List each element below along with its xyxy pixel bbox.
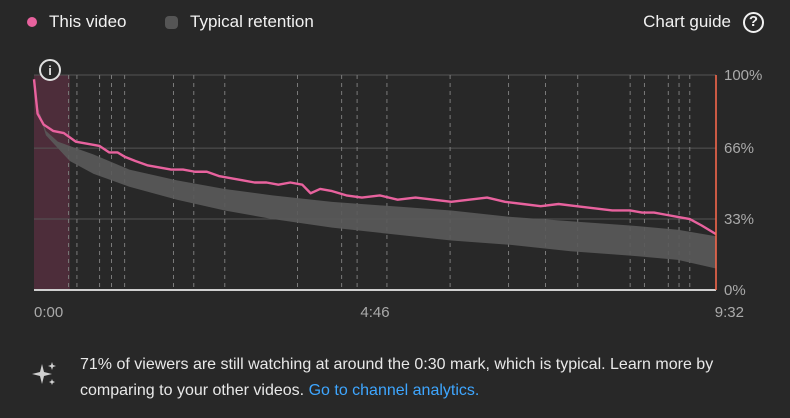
legend-this-video: This video: [27, 10, 126, 34]
help-circle-icon: ?: [743, 11, 764, 33]
channel-analytics-link[interactable]: Go to channel analytics.: [308, 382, 480, 399]
legend-this-video-swatch: [27, 17, 37, 27]
legend-typical-swatch: [165, 15, 178, 29]
y-tick-label: 33%: [724, 211, 754, 228]
legend-this-video-label: This video: [49, 12, 127, 31]
retention-chart: i 100% 66% 33% 0% 0:00 4:46 9:32: [32, 59, 762, 321]
legend-typical-retention: Typical retention: [165, 10, 314, 34]
info-icon: [39, 59, 61, 81]
sparkle-icon: [32, 362, 56, 385]
insight-panel: 71% of viewers are still watching at aro…: [30, 352, 770, 404]
chart-guide-button[interactable]: Chart guide ?: [643, 10, 764, 34]
typical-retention-band: [34, 96, 716, 269]
x-tick-label: 4:46: [360, 304, 389, 321]
insight-text: 71% of viewers are still watching at aro…: [80, 352, 770, 404]
y-tick-label: 100%: [724, 67, 762, 84]
info-icon-glyph: i: [48, 63, 52, 78]
this-video-line: [32, 79, 717, 236]
y-tick-label: 66%: [724, 140, 754, 157]
legend-typical-label: Typical retention: [190, 12, 314, 31]
y-tick-label: 0%: [724, 282, 746, 299]
x-tick-label: 0:00: [34, 304, 63, 321]
insight-message: 71% of viewers are still watching at aro…: [80, 356, 714, 399]
x-tick-label: 9:32: [715, 304, 744, 321]
chart-guide-label: Chart guide: [643, 12, 731, 31]
intro-highlight-band: [34, 75, 70, 290]
